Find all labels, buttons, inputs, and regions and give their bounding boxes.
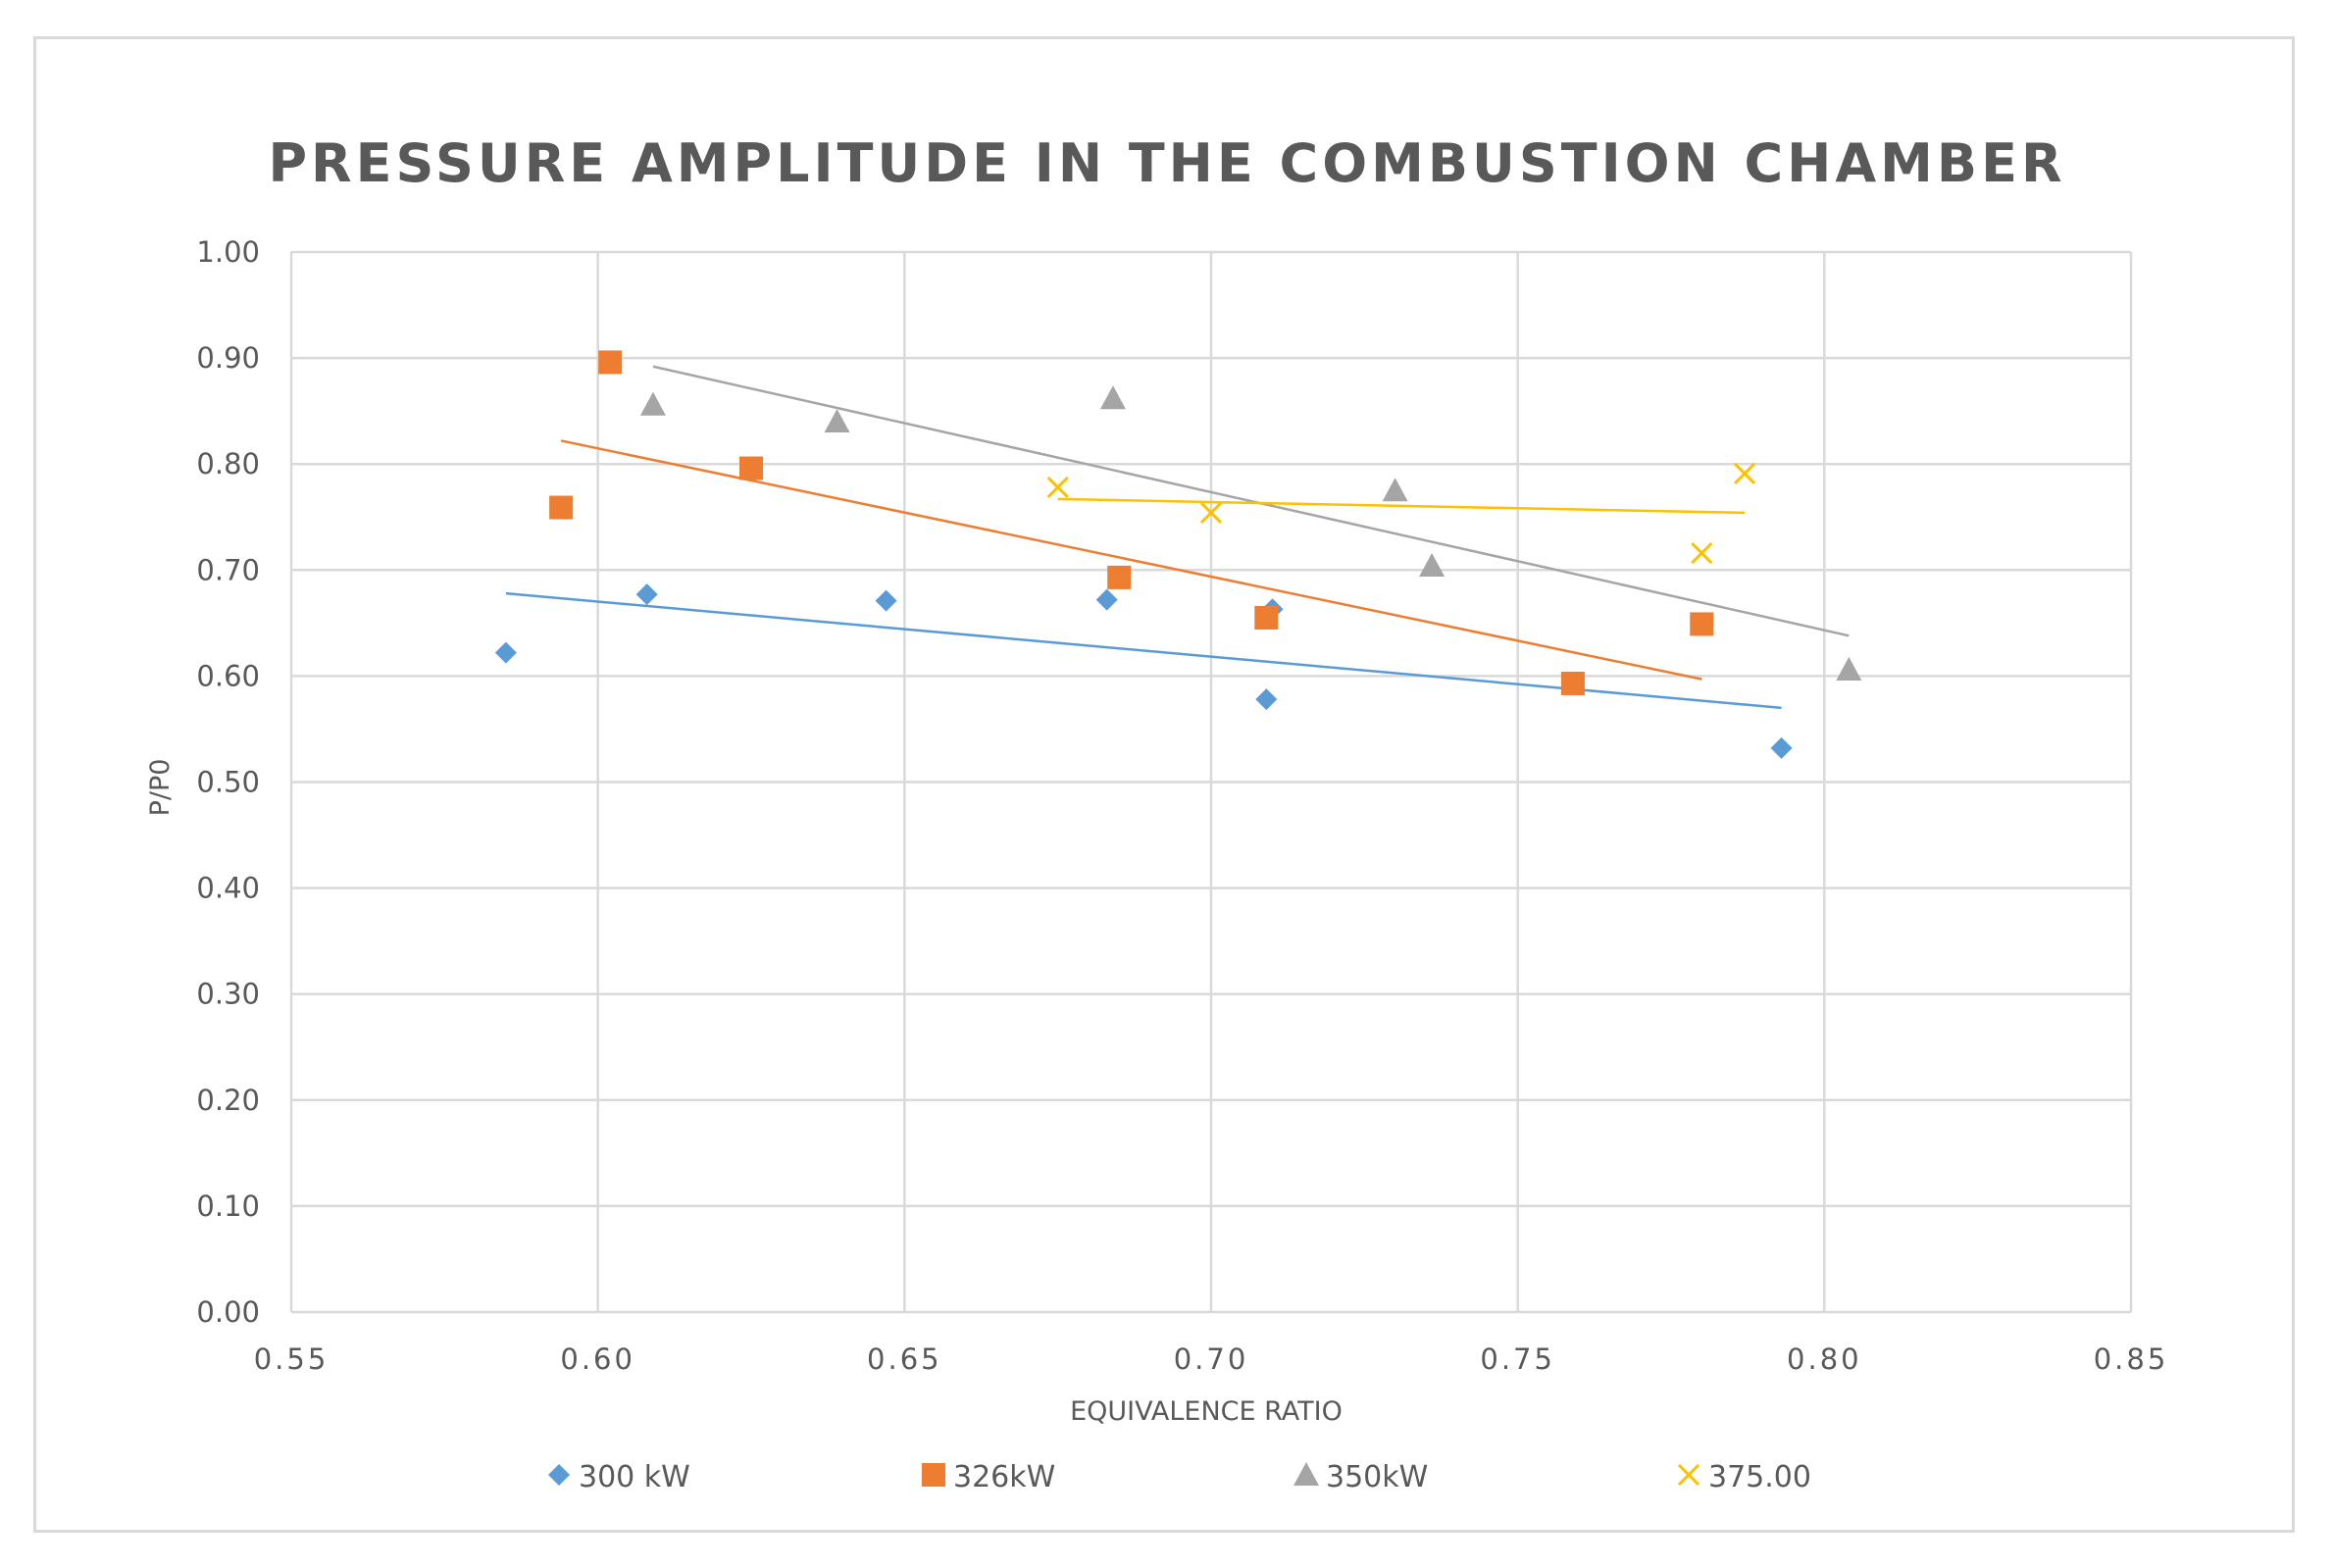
data-point-326kw: [739, 456, 763, 481]
x-tick-label: 0.60: [560, 1342, 635, 1376]
legend-marker-375-00: [1677, 1463, 1700, 1487]
data-point-326kw: [549, 495, 574, 520]
y-tick-label: 0.80: [196, 447, 260, 481]
chart-title: PRESSURE AMPLITUDE IN THE COMBUSTION CHA…: [268, 132, 2065, 194]
trendline-375-00: [1057, 497, 1746, 515]
axis-ticks: 0.00 0.10 0.20 0.30 0.40 0.50 0.60 0.70 0.80 0.90…: [196, 235, 2169, 1376]
y-tick-label: 0.70: [196, 553, 260, 586]
y-tick-label: 0.60: [196, 659, 260, 692]
data-point-350kw: [1419, 552, 1445, 578]
data-point-300-kw: [1770, 736, 1793, 759]
data-point-375-00: [1691, 541, 1713, 565]
data-point-300-kw: [494, 641, 517, 664]
y-axis-label: P/P0: [145, 759, 176, 817]
x-axis-label: EQUIVALENCE RATIO: [1070, 1396, 1343, 1427]
legend-marker-326kw: [922, 1463, 945, 1487]
legend-label-326kw: 326kW: [953, 1460, 1055, 1494]
data-point-326kw: [1107, 565, 1132, 589]
data-point-375-00: [1733, 462, 1756, 484]
data-point-350kw: [1382, 478, 1408, 502]
x-tick-label: 0.55: [254, 1342, 330, 1376]
legend-label-375-00: 375.00: [1708, 1460, 1811, 1494]
x-tick-label: 0.65: [867, 1342, 942, 1376]
trendlines: [505, 365, 1850, 710]
legend-label-300-kw: 300 kW: [579, 1460, 690, 1494]
legend-marker-350kw: [1293, 1462, 1319, 1487]
data-point-350kw: [1836, 656, 1862, 681]
data-point-350kw: [639, 391, 666, 416]
y-tick-label: 0.10: [196, 1189, 260, 1223]
y-tick-label: 0.50: [196, 766, 260, 799]
trendline-350kw: [652, 365, 1850, 637]
data-point-350kw: [1099, 385, 1126, 410]
data-point-300-kw: [1095, 588, 1118, 611]
data-point-300-kw: [635, 583, 658, 606]
data-points: [494, 350, 1862, 759]
chart-frame: [33, 36, 2295, 1533]
data-point-326kw: [598, 350, 623, 375]
y-tick-label: 0.40: [196, 872, 260, 905]
data-point-375-00: [1046, 476, 1069, 499]
x-tick-label: 0.75: [1480, 1342, 1555, 1376]
x-tick-label: 0.70: [1174, 1342, 1249, 1376]
data-point-326kw: [1254, 605, 1279, 630]
legend: 300 kW 326kW 350kW 375.00: [548, 1460, 1811, 1494]
data-point-350kw: [824, 408, 850, 433]
y-tick-label: 0.00: [196, 1295, 260, 1329]
y-tick-label: 0.90: [196, 341, 260, 375]
x-tick-label: 0.85: [2094, 1342, 2169, 1376]
x-tick-label: 0.80: [1787, 1342, 1862, 1376]
y-tick-label: 0.30: [196, 978, 260, 1011]
trendline-326kw: [560, 439, 1702, 681]
data-point-300-kw: [875, 589, 897, 612]
y-tick-label: 1.00: [196, 235, 260, 269]
data-point-326kw: [1560, 671, 1585, 695]
gridlines: [289, 250, 2133, 1314]
legend-label-350kw: 350kW: [1326, 1460, 1428, 1494]
data-point-326kw: [1690, 612, 1714, 636]
data-point-300-kw: [1255, 688, 1278, 711]
data-point-375-00: [1199, 501, 1223, 524]
legend-marker-300-kw: [548, 1464, 570, 1486]
trendline-300-kw: [505, 591, 1782, 710]
y-tick-label: 0.20: [196, 1084, 260, 1117]
